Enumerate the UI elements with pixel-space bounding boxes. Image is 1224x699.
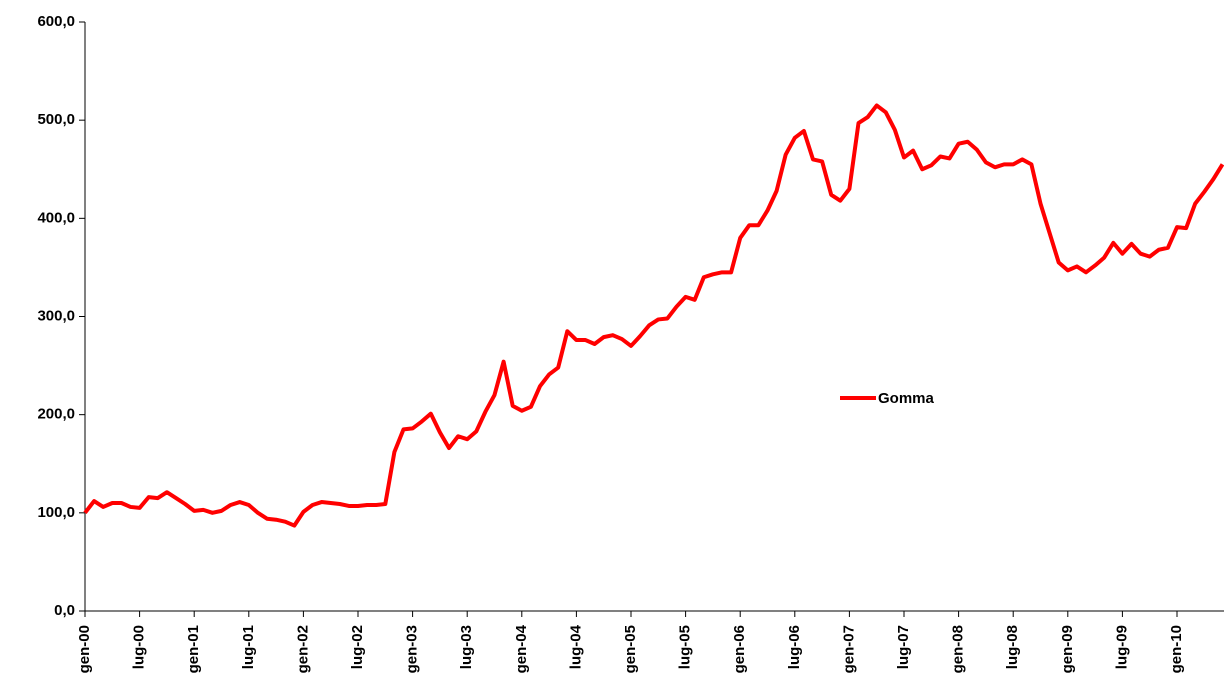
x-tick-label: lug-09	[1113, 625, 1130, 669]
y-tick-label: 500,0	[37, 111, 75, 128]
x-tick-label: gen-07	[840, 625, 857, 673]
x-tick-label: lug-06	[786, 625, 803, 669]
x-tick-label: lug-08	[1004, 625, 1021, 669]
legend-label: Gomma	[878, 390, 935, 407]
y-tick-label: 200,0	[37, 406, 75, 423]
line-series	[83, 103, 1224, 528]
y-tick-label: 300,0	[37, 307, 75, 324]
y-tick-label: 400,0	[37, 209, 75, 226]
x-tick-label: lug-01	[240, 625, 257, 669]
x-tick-label: gen-02	[294, 625, 311, 673]
x-tick-label: gen-05	[622, 625, 639, 673]
x-tick-label: gen-03	[404, 625, 421, 673]
y-tick-label: 0,0	[54, 602, 75, 619]
x-tick-label: gen-09	[1059, 625, 1076, 673]
x-tick-label: gen-04	[513, 624, 530, 673]
x-tick-label: lug-04	[567, 624, 584, 669]
x-tick-label: lug-02	[349, 625, 366, 669]
x-tick-label: lug-05	[677, 625, 694, 669]
x-tick-label: gen-01	[185, 625, 202, 673]
x-tick-label: lug-03	[458, 625, 475, 669]
x-tick-label: lug-07	[895, 625, 912, 669]
y-tick-label: 600,0	[37, 13, 75, 30]
x-tick-label: gen-08	[950, 625, 967, 673]
x-tick-label: gen-10	[1168, 625, 1185, 673]
x-tick-label: gen-06	[731, 625, 748, 673]
x-tick-label: gen-00	[76, 625, 93, 673]
x-tick-label: lug-00	[131, 625, 148, 669]
y-tick-label: 100,0	[37, 504, 75, 521]
